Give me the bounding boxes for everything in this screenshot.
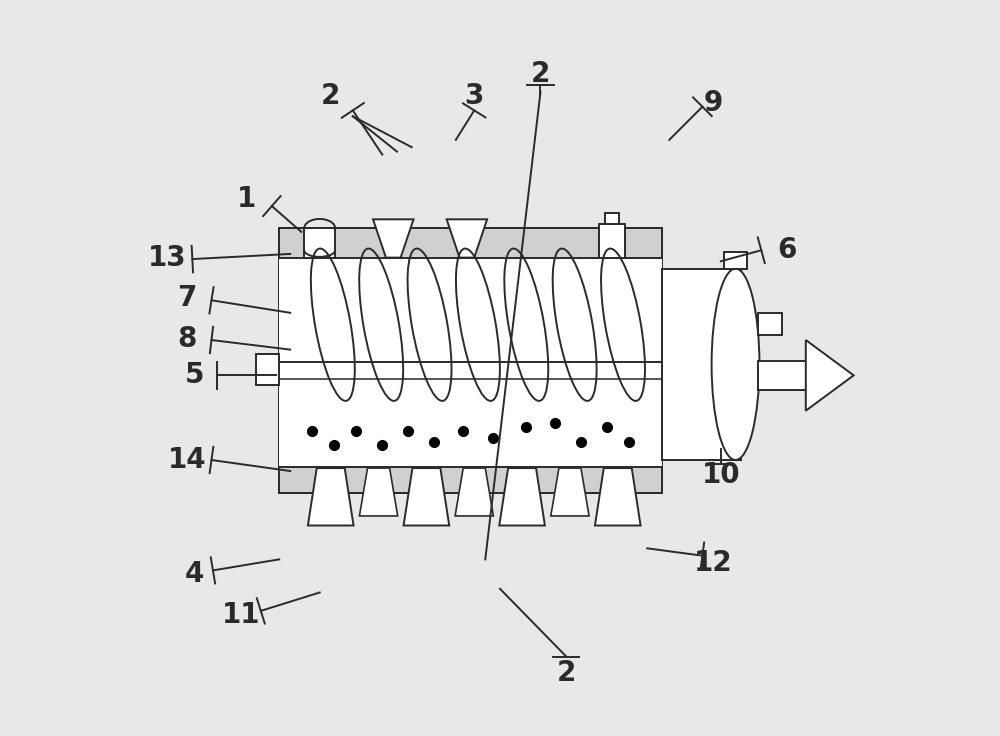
Polygon shape	[499, 468, 545, 526]
Polygon shape	[359, 468, 398, 516]
Text: 6: 6	[777, 236, 797, 264]
Text: 1: 1	[236, 185, 256, 213]
Bar	[724, 252, 747, 269]
Bar	[279, 258, 662, 467]
Text: 11: 11	[222, 601, 260, 629]
Text: 2: 2	[557, 659, 576, 687]
Bar	[758, 313, 782, 335]
Bar	[599, 224, 625, 258]
Text: 3: 3	[465, 82, 484, 110]
Polygon shape	[806, 340, 854, 411]
Text: 2: 2	[321, 82, 340, 110]
Text: 7: 7	[178, 284, 197, 312]
Polygon shape	[551, 468, 589, 516]
Polygon shape	[373, 219, 414, 258]
Polygon shape	[447, 219, 487, 258]
Text: 12: 12	[694, 549, 733, 577]
Bar	[256, 353, 279, 384]
Ellipse shape	[712, 269, 759, 460]
Polygon shape	[595, 468, 641, 526]
Bar	[279, 228, 662, 493]
Text: 10: 10	[701, 461, 740, 489]
Text: 14: 14	[168, 446, 207, 474]
Text: 9: 9	[704, 89, 723, 117]
Text: 13: 13	[148, 244, 187, 272]
Bar	[279, 467, 662, 493]
Polygon shape	[308, 468, 354, 526]
Bar	[758, 361, 806, 390]
Text: 8: 8	[178, 325, 197, 353]
Bar	[662, 269, 741, 460]
Text: 5: 5	[185, 361, 204, 389]
Bar	[304, 228, 335, 258]
Text: 2: 2	[531, 60, 550, 88]
Polygon shape	[404, 468, 449, 526]
Bar	[279, 228, 662, 258]
Polygon shape	[455, 468, 493, 516]
Text: 4: 4	[185, 560, 204, 588]
Bar	[605, 213, 619, 224]
